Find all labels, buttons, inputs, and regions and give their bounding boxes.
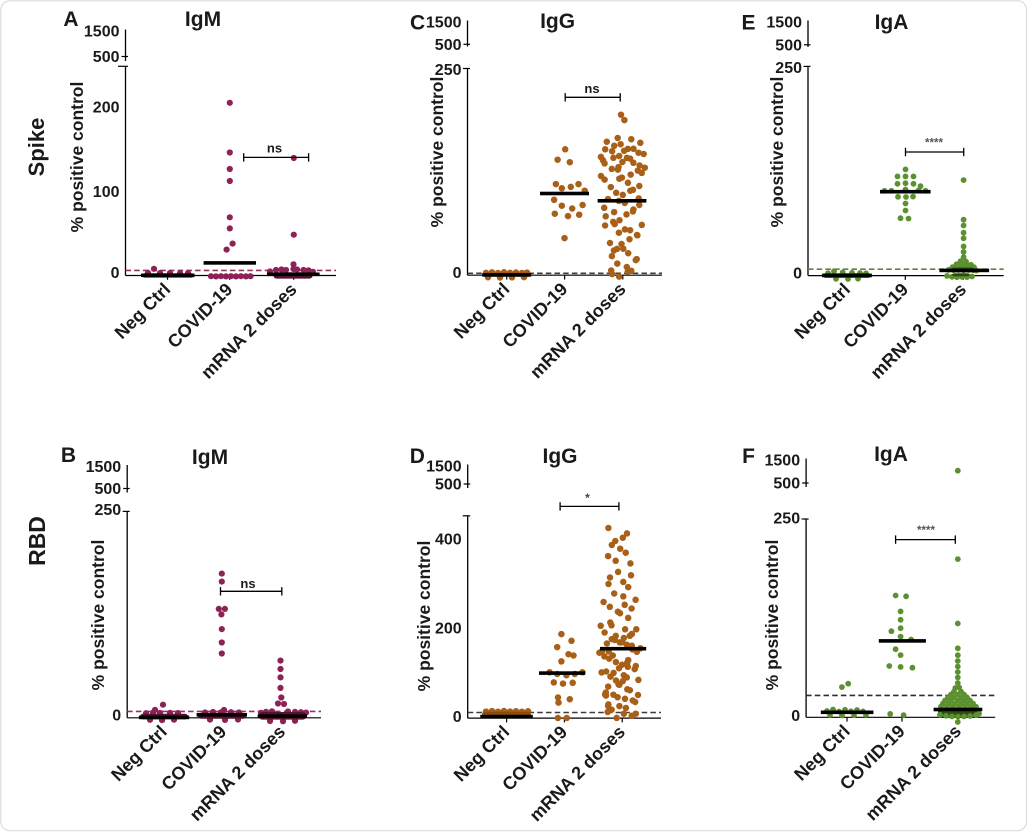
svg-text:400: 400 (435, 531, 462, 548)
svg-text:F: F (742, 445, 755, 468)
svg-text:250: 250 (435, 62, 462, 79)
svg-text:ns: ns (240, 576, 255, 591)
svg-text:200: 200 (93, 100, 120, 117)
svg-text:% positive control: % positive control (767, 77, 787, 228)
svg-text:500: 500 (435, 37, 462, 54)
svg-text:Spike: Spike (24, 118, 49, 177)
svg-text:B: B (61, 444, 76, 467)
svg-text:500: 500 (773, 476, 800, 493)
svg-text:250: 250 (773, 510, 800, 527)
svg-text:****: **** (917, 525, 935, 537)
svg-text:IgG: IgG (543, 445, 578, 468)
svg-text:IgM: IgM (185, 8, 221, 31)
svg-text:ns: ns (267, 141, 282, 156)
svg-text:0: 0 (453, 709, 462, 726)
svg-text:IgA: IgA (875, 11, 909, 34)
svg-text:1500: 1500 (765, 453, 801, 470)
svg-text:IgM: IgM (192, 446, 228, 469)
svg-text:100: 100 (93, 184, 120, 201)
svg-text:0: 0 (793, 266, 802, 283)
svg-text:IgG: IgG (540, 10, 575, 33)
svg-text:*: * (585, 491, 590, 505)
svg-text:RBD: RBD (24, 516, 50, 566)
svg-text:1500: 1500 (426, 15, 462, 32)
svg-text:IgA: IgA (874, 443, 908, 466)
svg-text:1500: 1500 (86, 459, 122, 476)
svg-text:500: 500 (775, 37, 802, 54)
svg-text:500: 500 (435, 477, 462, 494)
svg-text:1500: 1500 (84, 24, 120, 41)
svg-text:% positive control: % positive control (67, 82, 87, 233)
svg-text:0: 0 (791, 708, 800, 725)
svg-text:% positive control: % positive control (762, 540, 782, 691)
svg-text:ns: ns (584, 81, 599, 96)
svg-text:% positive control: % positive control (88, 540, 108, 691)
svg-text:E: E (741, 12, 755, 35)
svg-text:****: **** (925, 138, 943, 150)
svg-text:500: 500 (94, 481, 121, 498)
svg-text:% positive control: % positive control (414, 541, 434, 692)
svg-text:200: 200 (435, 621, 462, 638)
svg-text:0: 0 (453, 265, 462, 282)
svg-text:D: D (410, 445, 425, 468)
svg-text:% positive control: % positive control (427, 77, 447, 228)
svg-text:250: 250 (94, 502, 121, 519)
svg-text:A: A (63, 8, 78, 31)
svg-text:250: 250 (775, 60, 802, 77)
svg-text:0: 0 (112, 707, 121, 724)
svg-text:500: 500 (93, 49, 120, 66)
svg-text:1500: 1500 (766, 15, 802, 32)
svg-text:1500: 1500 (426, 459, 462, 476)
svg-text:0: 0 (111, 265, 120, 282)
svg-text:C: C (410, 12, 425, 35)
